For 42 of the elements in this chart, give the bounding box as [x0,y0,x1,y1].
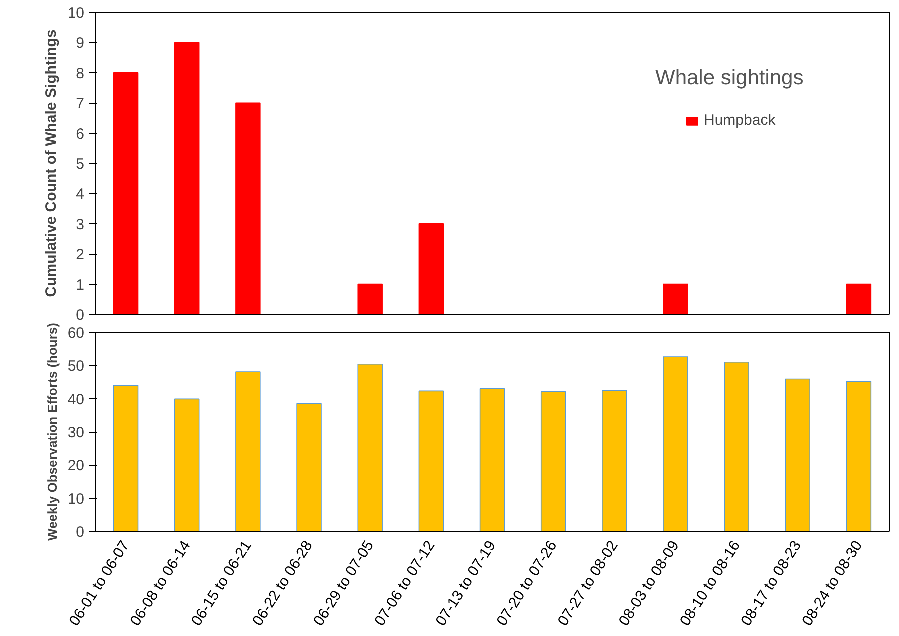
text: Whale sightings [656,66,804,90]
bar [358,284,383,314]
bar [358,364,383,532]
y-tick-label: 10 [68,5,85,22]
bar [663,284,688,314]
y-tick-label: 7 [76,96,84,113]
bar [663,356,688,532]
bar [113,72,139,314]
y-tick-label: 20 [68,458,85,475]
bar [418,390,444,532]
bar [113,385,139,532]
y-tick-label: 8 [76,65,84,82]
legend-label: Humpback [704,112,776,129]
y-axis-title: Weekly Observation Efforts (hours) [44,323,60,541]
bar [602,390,628,532]
bar [236,372,261,532]
y-tick-label: 4 [76,186,84,204]
y-tick-label: 60 [68,325,85,342]
bar [846,381,872,532]
y-tick-label: 3 [76,216,84,234]
y-tick-label: 50 [68,358,85,376]
y-tick-label: 5 [76,156,84,173]
y-axis-title: Cumulative Count of Whale Sightings [42,30,60,298]
bar [174,42,200,314]
bar [480,388,506,532]
bar [785,378,810,532]
bar [846,284,872,314]
bar [418,224,444,314]
bar [724,362,750,532]
y-tick-label: 40 [68,391,85,408]
y-tick-label: 9 [76,35,84,52]
y-tick-label: 6 [76,126,84,143]
y-tick-label: 2 [76,246,84,264]
y-tick-label: 0 [76,524,84,541]
y-tick-label: 1 [76,276,84,294]
bar [236,102,261,314]
y-tick-label: 30 [68,424,85,442]
bar [174,398,200,532]
bar [540,391,566,532]
bar [296,403,322,532]
y-tick-label: 0 [76,307,84,324]
y-tick-label: 10 [68,490,85,508]
